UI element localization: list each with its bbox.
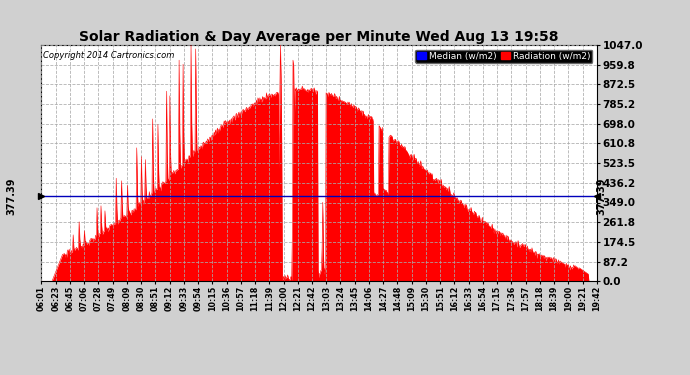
Text: 377.39: 377.39 bbox=[597, 177, 607, 215]
Title: Solar Radiation & Day Average per Minute Wed Aug 13 19:58: Solar Radiation & Day Average per Minute… bbox=[79, 30, 559, 44]
Text: Copyright 2014 Cartronics.com: Copyright 2014 Cartronics.com bbox=[43, 51, 174, 60]
Text: 377.39: 377.39 bbox=[6, 177, 17, 215]
Legend: Median (w/m2), Radiation (w/m2): Median (w/m2), Radiation (w/m2) bbox=[415, 50, 592, 63]
